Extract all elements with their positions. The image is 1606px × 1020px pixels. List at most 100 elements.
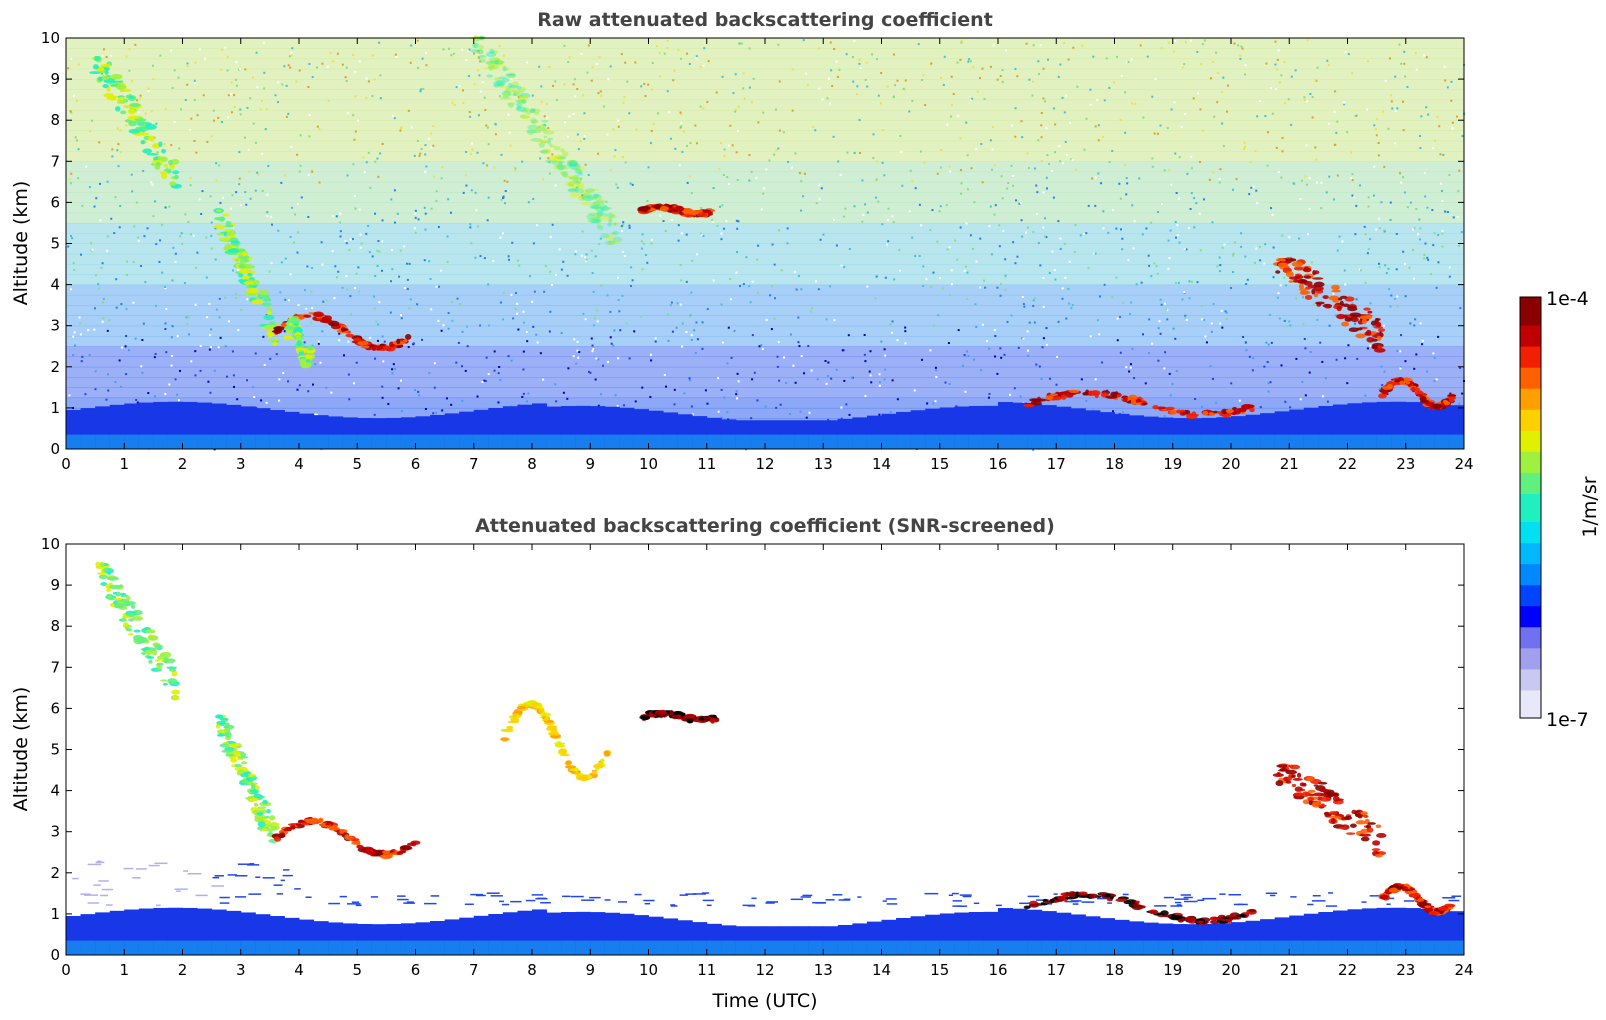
noise-pixel (1431, 147, 1434, 150)
noise-pixel (1069, 121, 1072, 124)
noise-pixel (734, 73, 737, 76)
surface-layer-cell (1347, 434, 1363, 449)
noise-pixel (1174, 152, 1177, 155)
noise-pixel (1378, 262, 1381, 265)
noise-pixel (1290, 75, 1293, 78)
noise-pixel (1230, 382, 1233, 385)
backscatter-cell (1291, 261, 1304, 267)
backscatter-cell (305, 349, 315, 354)
noise-pixel (152, 64, 155, 67)
noise-pixel (496, 59, 499, 62)
noise-pixel (876, 58, 879, 61)
noise-pixel (1335, 358, 1338, 361)
noise-pixel (1072, 46, 1075, 49)
noise-pixel (1288, 320, 1291, 323)
noise-pixel (232, 226, 235, 229)
noise-pixel (528, 275, 531, 278)
surface-layer-cell (983, 434, 999, 449)
noise-pixel (275, 353, 278, 356)
noise-pixel (1307, 233, 1310, 236)
backscatter-cell (592, 194, 603, 201)
backscatter-cell (553, 165, 561, 170)
noise-pixel (574, 250, 577, 253)
noise-pixel (1243, 141, 1246, 144)
noise-pixel (942, 83, 945, 86)
noise-pixel (244, 68, 247, 71)
noise-pixel (830, 377, 833, 380)
aerosol-streak (219, 902, 230, 904)
noise-pixel (1419, 238, 1422, 241)
noise-pixel (199, 369, 202, 372)
backscatter-cell (640, 205, 651, 210)
noise-pixel (98, 182, 101, 185)
noise-pixel (1432, 352, 1435, 355)
noise-pixel (440, 269, 443, 272)
noise-pixel (859, 151, 862, 154)
noise-pixel (300, 196, 303, 199)
noise-pixel (1215, 51, 1218, 54)
backscatter-cell (1221, 408, 1228, 415)
noise-pixel (797, 341, 800, 344)
noise-pixel (408, 307, 411, 310)
noise-pixel (526, 340, 529, 343)
backscatter-cell (123, 622, 128, 627)
noise-pixel (432, 125, 435, 128)
noise-pixel (235, 84, 238, 87)
backscatter-cell (1373, 347, 1386, 353)
noise-pixel (99, 219, 102, 222)
noise-pixel (623, 255, 626, 258)
noise-pixel (381, 396, 384, 399)
noise-pixel (535, 333, 538, 336)
noise-pixel (1325, 191, 1328, 194)
noise-pixel (1199, 108, 1202, 111)
noise-pixel (921, 78, 924, 81)
noise-pixel (1383, 165, 1386, 168)
noise-pixel (238, 151, 241, 154)
noise-pixel (1440, 190, 1443, 193)
backscatter-cell (110, 73, 123, 80)
noise-pixel (1315, 181, 1318, 184)
backscatter-cell (493, 58, 501, 64)
noise-pixel (878, 381, 881, 384)
noise-pixel (979, 77, 982, 80)
noise-pixel (369, 186, 372, 189)
noise-pixel (365, 161, 368, 164)
noise-pixel (510, 294, 513, 297)
noise-pixel (699, 65, 702, 68)
backscatter-cell (557, 160, 566, 164)
noise-pixel (1068, 302, 1071, 305)
noise-pixel (580, 53, 583, 56)
noise-pixel (517, 96, 520, 99)
noise-pixel (778, 229, 781, 232)
noise-pixel (1280, 74, 1283, 77)
noise-pixel (620, 53, 623, 56)
noise-pixel (1383, 229, 1386, 232)
noise-pixel (503, 202, 506, 205)
backscatter-cell (520, 114, 527, 118)
noise-pixel (1184, 317, 1187, 320)
noise-pixel (290, 206, 293, 209)
noise-pixel (1186, 172, 1189, 175)
noise-pixel (1014, 135, 1017, 138)
noise-pixel (564, 121, 567, 124)
noise-pixel (1108, 161, 1111, 164)
noise-pixel (317, 340, 320, 343)
noise-pixel (1302, 296, 1305, 299)
noise-pixel (1220, 309, 1223, 312)
noise-pixel (863, 353, 866, 356)
noise-pixel (1387, 267, 1390, 270)
noise-pixel (498, 44, 501, 47)
backscatter-cell (108, 582, 113, 586)
noise-pixel (113, 232, 116, 235)
noise-pixel (1067, 58, 1070, 61)
noise-pixel (1393, 142, 1396, 145)
noise-pixel (1035, 184, 1038, 187)
noise-pixel (1042, 97, 1045, 100)
noise-pixel (67, 245, 70, 248)
noise-pixel (1303, 337, 1306, 340)
noise-pixel (1183, 291, 1186, 294)
noise-pixel (155, 243, 158, 246)
noise-pixel (734, 108, 737, 111)
noise-pixel (748, 285, 751, 288)
